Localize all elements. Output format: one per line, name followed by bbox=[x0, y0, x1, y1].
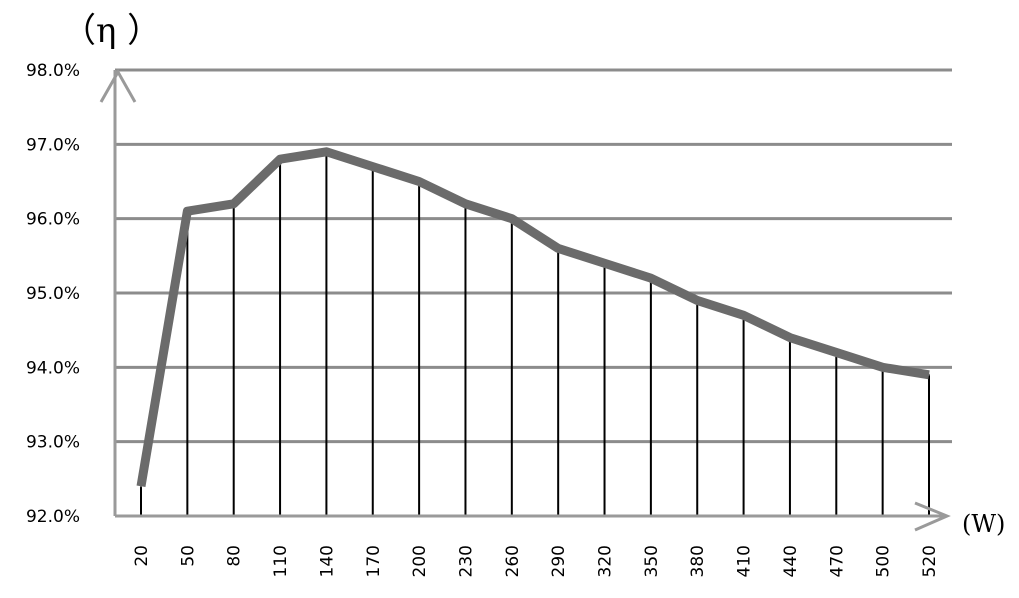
data-point bbox=[325, 150, 328, 153]
x-tick-label: 290 bbox=[549, 545, 569, 577]
series-line bbox=[136, 147, 930, 488]
data-point bbox=[557, 247, 560, 250]
x-axis-arrow bbox=[914, 501, 951, 532]
x-tick-labels: 20 50 80 110 140 170 200 230 260 290 320 350 380 410 4… bbox=[132, 545, 940, 577]
series-layer bbox=[136, 147, 930, 488]
x-tick-label: 500 bbox=[874, 545, 894, 577]
grid-lines bbox=[115, 68, 952, 444]
y-tick-labels: 92.0% 93.0% 94.0% 95.0% 96.0% 97.0% 98.0% bbox=[26, 61, 80, 527]
axes bbox=[99, 68, 951, 532]
data-point bbox=[510, 217, 513, 220]
y-tick-label: 98.0% bbox=[26, 61, 80, 81]
y-tick-label: 97.0% bbox=[26, 135, 80, 155]
data-point bbox=[232, 202, 235, 205]
x-tick-label: 440 bbox=[781, 545, 801, 577]
y-tick-label: 94.0% bbox=[26, 358, 80, 378]
data-point bbox=[835, 351, 838, 354]
data-point bbox=[881, 366, 884, 369]
x-tick-label: 140 bbox=[317, 545, 337, 577]
x-axis-label: (W) bbox=[962, 510, 1005, 538]
x-tick-label: 20 bbox=[132, 545, 152, 567]
data-point bbox=[371, 165, 374, 168]
y-tick-label: 92.0% bbox=[26, 507, 80, 527]
x-tick-label: 470 bbox=[827, 545, 847, 577]
x-tick-label: 380 bbox=[688, 545, 708, 577]
y-tick-label: 93.0% bbox=[26, 433, 80, 453]
data-point bbox=[186, 210, 189, 213]
x-tick-label: 170 bbox=[364, 545, 384, 577]
data-point bbox=[788, 336, 791, 339]
x-tick-label: 260 bbox=[503, 545, 523, 577]
data-point bbox=[140, 485, 142, 488]
drop-lines bbox=[140, 151, 930, 516]
y-axis-arrow bbox=[99, 68, 137, 103]
x-tick-label: 110 bbox=[271, 545, 291, 577]
x-tick-label: 320 bbox=[596, 545, 616, 577]
data-point bbox=[696, 299, 699, 302]
data-point bbox=[464, 202, 467, 205]
x-tick-label: 80 bbox=[225, 545, 245, 567]
data-point bbox=[279, 158, 282, 161]
x-tick-label: 200 bbox=[410, 545, 430, 577]
x-tick-label: 230 bbox=[456, 545, 476, 577]
y-axis-label: （η ） bbox=[62, 11, 161, 51]
y-tick-label: 96.0% bbox=[26, 210, 80, 230]
x-tick-label: 520 bbox=[920, 545, 940, 577]
data-point bbox=[603, 262, 606, 265]
y-tick-label: 95.0% bbox=[26, 284, 80, 304]
data-point bbox=[418, 180, 421, 183]
data-point bbox=[649, 277, 652, 280]
data-point bbox=[742, 314, 745, 317]
x-tick-label: 50 bbox=[178, 545, 198, 567]
x-tick-label: 410 bbox=[735, 545, 755, 577]
x-tick-label: 350 bbox=[642, 545, 662, 577]
data-point bbox=[928, 373, 930, 376]
